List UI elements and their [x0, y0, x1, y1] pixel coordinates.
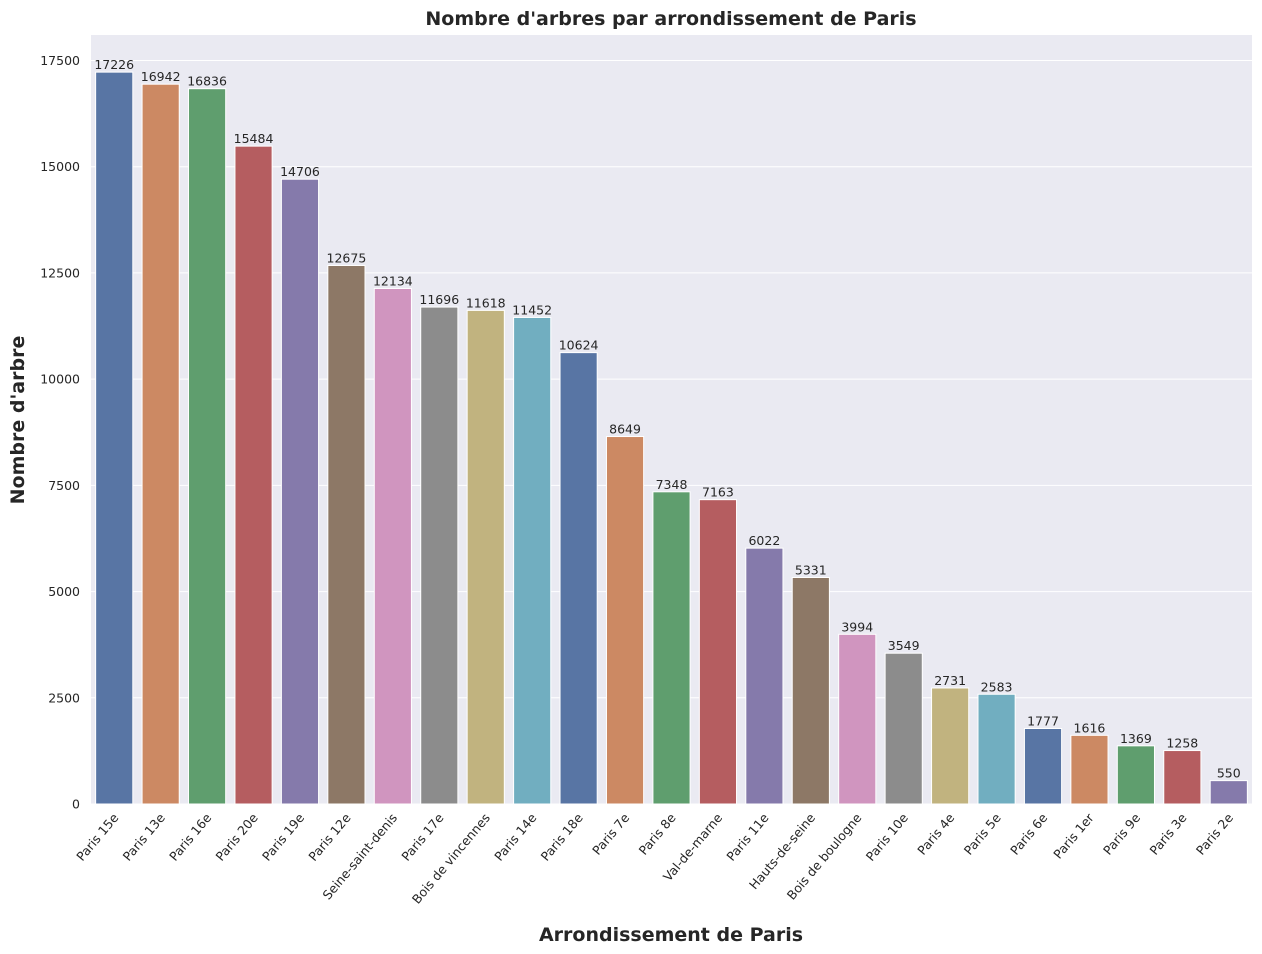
bar-value-label: 6022: [748, 533, 780, 548]
x-tick-label: Paris 15e: [73, 810, 122, 864]
bar-value-label: 7348: [656, 477, 688, 492]
x-tick-label: Paris 11e: [723, 810, 772, 864]
x-tick-label: Paris 6e: [1007, 810, 1050, 858]
x-tick-label: Paris 5e: [961, 810, 1004, 858]
bar: [1116, 745, 1155, 805]
bar: [745, 547, 784, 805]
bar-value-label: 5331: [795, 563, 827, 578]
y-tick-label: 10000: [40, 372, 80, 387]
chart-title: Nombre d'arbres par arrondissement de Pa…: [425, 8, 916, 30]
bars: [95, 71, 1248, 805]
x-tick-label: Paris 19e: [259, 810, 308, 864]
bar-value-label: 12134: [373, 273, 413, 288]
x-tick-label: Paris 9e: [1100, 810, 1143, 858]
y-tick-label: 2500: [48, 690, 80, 705]
bar: [1070, 734, 1109, 805]
y-tick-label: 7500: [48, 478, 80, 493]
x-tick-label: Paris 20e: [212, 810, 261, 864]
bar-value-label: 17226: [94, 57, 134, 72]
bar: [791, 577, 830, 805]
bar-value-label: 3549: [888, 638, 920, 653]
bar-value-label: 12675: [327, 250, 367, 265]
bar: [466, 309, 505, 805]
bar-value-label: 3994: [841, 619, 873, 634]
bar-value-label: 11452: [512, 302, 552, 317]
bar: [698, 499, 738, 805]
x-tick-label: Paris 7e: [589, 810, 632, 858]
bar: [977, 693, 1016, 805]
bar-value-label: 7163: [702, 485, 734, 500]
bar-value-label: 1258: [1166, 736, 1198, 751]
bar: [327, 264, 366, 805]
bar: [513, 316, 552, 805]
bar: [280, 178, 320, 805]
bar: [234, 145, 273, 805]
y-tick-label: 0: [72, 797, 80, 812]
bar: [838, 633, 877, 805]
bar-value-label: 14706: [280, 164, 320, 179]
bar: [1209, 780, 1248, 805]
x-tick-label: Paris 16e: [166, 810, 215, 864]
bar: [652, 491, 691, 805]
bar-value-label: 550: [1217, 766, 1241, 781]
bar: [931, 687, 970, 805]
x-tick-label: Paris 8e: [636, 810, 679, 858]
bar-value-label: 1369: [1120, 731, 1152, 746]
x-tick-label: Paris 2e: [1193, 810, 1236, 858]
bar: [188, 88, 227, 805]
bar-value-label: 11618: [466, 295, 506, 310]
bar-value-label: 2583: [981, 679, 1013, 694]
bar: [1163, 750, 1202, 805]
bar: [884, 652, 923, 805]
bar-value-label: 2731: [934, 673, 966, 688]
bar: [373, 287, 412, 805]
x-axis-label: Arrondissement de Paris: [539, 924, 803, 946]
x-tick-label: Paris 1er: [1050, 810, 1097, 862]
bar: [95, 71, 134, 805]
bar: [559, 352, 598, 805]
bar-value-label: 16836: [187, 74, 227, 89]
bar-value-label: 11696: [419, 292, 459, 307]
x-tick-label: Bois de vincennes: [409, 810, 493, 906]
data-labels: 17226 16942 16836 15484 14706 12675 12134 11696…: [94, 57, 1240, 780]
x-tick-label: Paris 14e: [491, 810, 540, 864]
y-axis-label: Nombre d'arbre: [7, 336, 29, 505]
x-tick-label: Paris 10e: [863, 810, 912, 864]
y-tick-label: 12500: [40, 265, 80, 280]
bar: [605, 436, 645, 805]
y-tick-label: 17500: [40, 53, 80, 68]
y-axis-ticks: 0 2500 5000 7500 10000 12500 15000 17500: [40, 53, 80, 812]
x-tick-label: Paris 17e: [398, 810, 447, 864]
bar: [141, 83, 180, 805]
bar-value-label: 16942: [141, 69, 181, 84]
bar-value-label: 1616: [1074, 720, 1106, 735]
x-tick-label: Paris 13e: [120, 810, 169, 864]
x-tick-label: Paris 12e: [305, 810, 354, 864]
bar-value-label: 1777: [1027, 714, 1059, 729]
bar-value-label: 10624: [559, 338, 599, 353]
bar: [420, 306, 459, 805]
x-tick-label: Paris 18e: [538, 810, 587, 864]
bar-value-label: 8649: [609, 422, 641, 437]
bar: [1023, 728, 1063, 805]
x-tick-label: Paris 3e: [1146, 810, 1189, 858]
y-tick-label: 5000: [48, 584, 80, 599]
bar-value-label: 15484: [234, 131, 274, 146]
x-tick-label: Paris 4e: [914, 810, 957, 858]
y-tick-label: 15000: [40, 159, 80, 174]
